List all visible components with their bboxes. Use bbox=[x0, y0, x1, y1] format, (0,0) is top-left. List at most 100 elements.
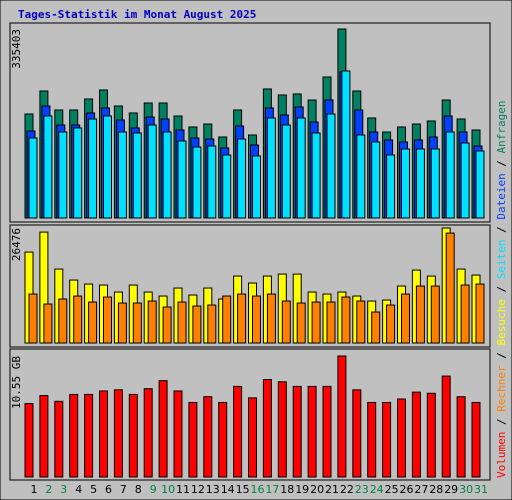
bar bbox=[292, 385, 302, 478]
chart-title: Tages-Statistik im Monat August 2025 bbox=[18, 8, 256, 21]
x-tick-label: 5 bbox=[90, 483, 97, 496]
bar bbox=[262, 379, 272, 478]
bar bbox=[281, 300, 291, 344]
legend-separator: / bbox=[495, 226, 508, 233]
bar bbox=[266, 117, 276, 219]
bar bbox=[352, 389, 362, 478]
bar bbox=[471, 401, 481, 478]
bar bbox=[222, 295, 232, 344]
x-tick-label: 4 bbox=[75, 483, 82, 496]
bar bbox=[401, 148, 410, 219]
x-tick-label: 13 bbox=[206, 483, 220, 496]
bar bbox=[460, 284, 470, 344]
bar bbox=[296, 117, 306, 219]
bar bbox=[237, 293, 247, 344]
x-tick-label: 6 bbox=[105, 483, 112, 496]
x-tick-label: 31 bbox=[474, 483, 488, 496]
x-tick-label: 25 bbox=[385, 483, 399, 496]
bar bbox=[28, 137, 38, 219]
x-tick-label: 11 bbox=[176, 483, 190, 496]
bar bbox=[43, 303, 53, 344]
x-tick-label: 27 bbox=[414, 483, 428, 496]
bar bbox=[386, 154, 396, 219]
x-tick-label: 3 bbox=[60, 483, 67, 496]
bar bbox=[397, 398, 406, 478]
legend-entry: Besuche bbox=[495, 299, 508, 345]
legend-separator: / bbox=[495, 286, 508, 293]
bar bbox=[456, 396, 466, 478]
y-tick-label: 26476 bbox=[10, 228, 23, 261]
bar bbox=[337, 355, 347, 478]
bar bbox=[147, 300, 157, 344]
legend-entry: Volumen bbox=[495, 432, 508, 478]
bar bbox=[371, 311, 381, 344]
bar bbox=[382, 401, 392, 478]
bar bbox=[326, 301, 336, 344]
bar bbox=[203, 396, 213, 478]
bar bbox=[69, 393, 79, 478]
bar bbox=[252, 295, 261, 344]
bar bbox=[218, 401, 228, 478]
bar bbox=[162, 306, 172, 344]
bar bbox=[177, 301, 187, 344]
legend-entry: Anfragen bbox=[495, 100, 508, 153]
bar bbox=[158, 380, 168, 478]
bar bbox=[401, 293, 410, 344]
bar bbox=[84, 393, 94, 478]
y-tick-label: 335403 bbox=[10, 29, 23, 69]
bar bbox=[367, 401, 377, 478]
bar bbox=[356, 134, 366, 219]
bar bbox=[296, 302, 306, 344]
bar bbox=[173, 390, 183, 478]
bar bbox=[103, 296, 112, 344]
bar bbox=[43, 115, 53, 219]
bar bbox=[248, 397, 257, 478]
x-tick-label: 15 bbox=[236, 483, 250, 496]
bar bbox=[103, 115, 112, 219]
x-tick-label: 21 bbox=[325, 483, 339, 496]
legend-separator: / bbox=[495, 418, 508, 425]
bar bbox=[233, 385, 243, 478]
bar bbox=[445, 232, 455, 344]
bar bbox=[88, 301, 98, 344]
legend-separator: / bbox=[495, 160, 508, 167]
bar bbox=[28, 293, 38, 344]
x-tick-label: 22 bbox=[340, 483, 354, 496]
bar bbox=[99, 390, 108, 478]
x-tick-label: 24 bbox=[370, 483, 384, 496]
bar bbox=[252, 155, 261, 219]
bar bbox=[322, 385, 332, 478]
bar bbox=[371, 141, 381, 219]
x-tick-label: 7 bbox=[120, 483, 127, 496]
x-tick-label: 20 bbox=[310, 483, 324, 496]
bar bbox=[341, 70, 351, 219]
bar bbox=[73, 127, 83, 219]
x-tick-label: 17 bbox=[265, 483, 279, 496]
y-tick-label: 10.55 GB bbox=[10, 356, 23, 409]
legend-entry: Rechner bbox=[495, 365, 508, 412]
bar bbox=[311, 132, 321, 219]
bar bbox=[411, 391, 421, 478]
x-tick-label: 26 bbox=[400, 483, 414, 496]
bar bbox=[192, 305, 202, 344]
x-tick-label: 14 bbox=[221, 483, 235, 496]
bar bbox=[162, 131, 172, 219]
bar bbox=[177, 140, 187, 219]
x-tick-label: 23 bbox=[355, 483, 369, 496]
bar bbox=[147, 124, 157, 219]
bar bbox=[441, 375, 451, 478]
bar bbox=[88, 118, 98, 219]
x-tick-label: 19 bbox=[295, 483, 309, 496]
bar bbox=[207, 145, 217, 219]
bar bbox=[222, 154, 232, 219]
legend-entry: Dateien bbox=[495, 173, 508, 219]
bar bbox=[356, 300, 366, 344]
bar bbox=[311, 301, 321, 344]
bar bbox=[143, 388, 153, 478]
bar bbox=[445, 131, 455, 219]
bar bbox=[128, 393, 138, 478]
bar bbox=[307, 385, 317, 478]
bar bbox=[132, 302, 142, 344]
bar bbox=[281, 124, 291, 219]
